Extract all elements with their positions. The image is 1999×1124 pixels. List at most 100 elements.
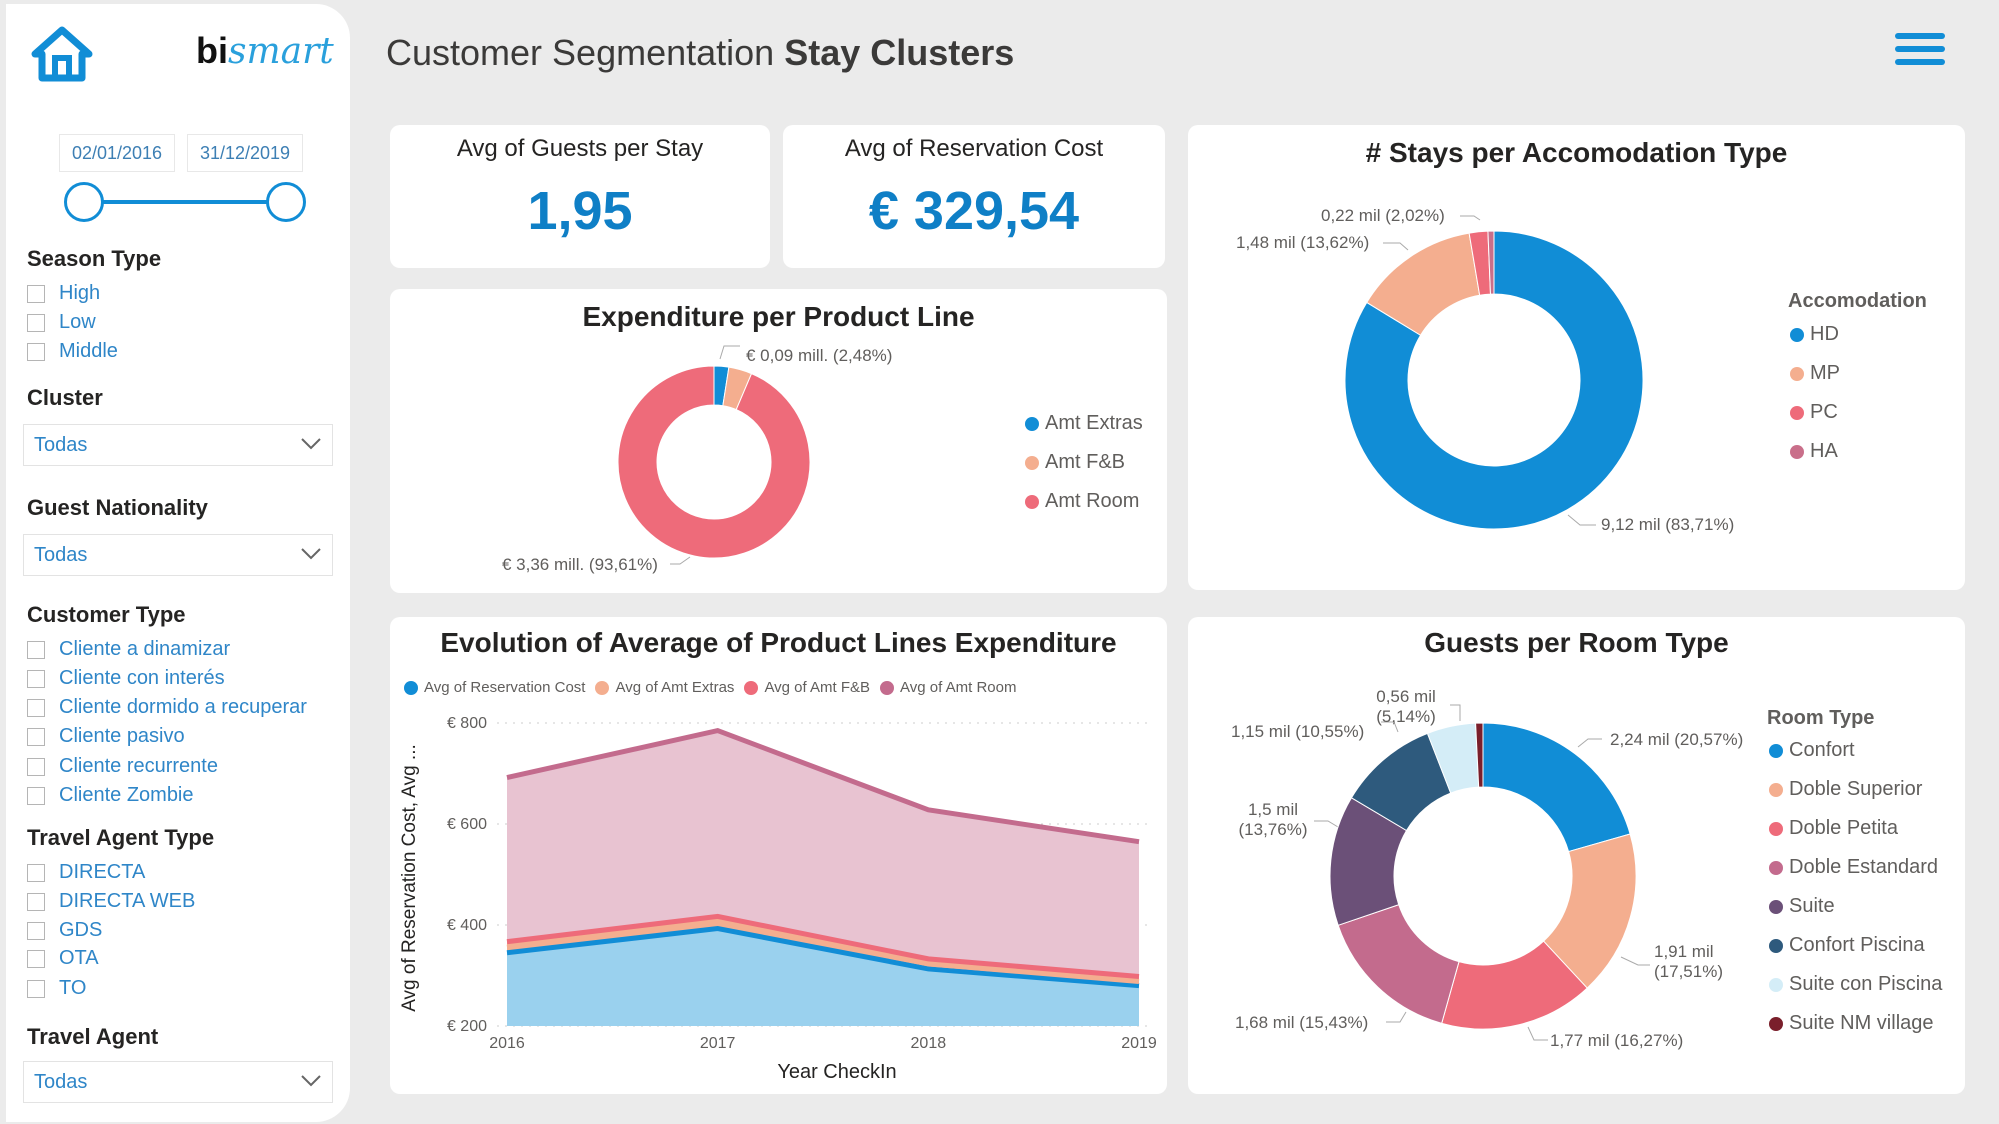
- checkbox-label: GDS: [59, 919, 103, 941]
- checkbox-cliente-recurrente[interactable]: Cliente recurrente: [27, 755, 218, 778]
- home-icon[interactable]: [31, 26, 93, 82]
- x-axis-title: Year CheckIn: [777, 1061, 897, 1083]
- data-label: 1,15 mil (10,55%): [1231, 722, 1365, 741]
- checkbox-cliente-zombie[interactable]: Cliente Zombie: [27, 784, 194, 807]
- donut-slice-suite-nm-village[interactable]: [1475, 722, 1484, 788]
- checkbox-box[interactable]: [27, 284, 45, 303]
- bismart-logo: bismart: [196, 30, 334, 72]
- checkbox-label: DIRECTA WEB: [59, 890, 196, 912]
- donut-slice-confort[interactable]: [1482, 722, 1631, 853]
- checkbox-cliente-a-dinamizar[interactable]: Cliente a dinamizar: [27, 638, 230, 661]
- donut-slice-amt-room[interactable]: [617, 365, 811, 559]
- checkbox-box[interactable]: [27, 979, 45, 998]
- y-tick-label: € 400: [447, 917, 487, 934]
- legend-dot: [1769, 938, 1783, 953]
- date-slider-end-handle[interactable]: [266, 182, 306, 222]
- end-date-input[interactable]: 31/12/2019: [187, 134, 303, 172]
- line-avg-of-amt-room[interactable]: [506, 727, 1140, 845]
- donut-slice-hd[interactable]: [1344, 230, 1644, 530]
- chart-title: Evolution of Average of Product Lines Ex…: [440, 627, 1117, 658]
- checkbox-ota[interactable]: OTA: [27, 947, 99, 970]
- legend-item[interactable]: Amt Extras: [1025, 412, 1143, 435]
- checkbox-to[interactable]: TO: [27, 977, 86, 1000]
- legend-item[interactable]: Amt Room: [1025, 490, 1143, 513]
- chevron-down-icon: [301, 548, 321, 560]
- checkbox-box[interactable]: [27, 757, 45, 776]
- legend-item[interactable]: HD: [1790, 323, 1840, 346]
- checkbox-box[interactable]: [27, 698, 45, 717]
- checkbox-cliente-dormido-a-recuperar[interactable]: Cliente dormido a recuperar: [27, 696, 307, 719]
- checkbox-directa[interactable]: DIRECTA: [27, 861, 145, 884]
- start-date-input[interactable]: 02/01/2016: [59, 134, 175, 172]
- guest-nationality-value: Todas: [34, 543, 88, 566]
- checkbox-directa-web[interactable]: DIRECTA WEB: [27, 890, 195, 913]
- checkbox-box[interactable]: [27, 863, 45, 882]
- legend-item[interactable]: Doble Estandard: [1769, 856, 1942, 879]
- guests-chart-card: Guests per Room Type 2,24 mil (20,57%) 1…: [1188, 617, 1965, 1094]
- date-slider-start-handle[interactable]: [64, 182, 104, 222]
- kpi-label: Avg of Reservation Cost: [844, 135, 1104, 162]
- cluster-dropdown[interactable]: Todas: [23, 424, 333, 466]
- checkbox-label: Cliente a dinamizar: [59, 638, 231, 660]
- kpi-card-guests: Avg of Guests per Stay 1,95: [390, 125, 770, 268]
- data-label: € 0,09 mill. (2,48%): [746, 346, 893, 365]
- checkbox-high[interactable]: High: [27, 282, 100, 305]
- area-avg-of-reservation-cost: [507, 928, 1139, 1026]
- line-avg-of-reservation-cost[interactable]: [506, 926, 1140, 989]
- legend-item[interactable]: Suite con Piscina: [1769, 973, 1942, 996]
- x-tick-label: 2018: [911, 1035, 947, 1052]
- checkbox-box[interactable]: [27, 892, 45, 911]
- donut-slice-ha[interactable]: [1487, 230, 1495, 295]
- guests-donut: [1314, 704, 1650, 1041]
- checkbox-box[interactable]: [27, 921, 45, 940]
- legend-item[interactable]: Doble Petita: [1769, 817, 1942, 840]
- expenditure-chart-card: Expenditure per Product Line € 0,09 mill…: [390, 289, 1167, 593]
- legend-dot: [1025, 494, 1039, 509]
- checkbox-middle[interactable]: Middle: [27, 340, 118, 363]
- legend-label: Amt F&B: [1045, 451, 1126, 473]
- legend-item[interactable]: PC: [1790, 401, 1840, 424]
- checkbox-box[interactable]: [27, 669, 45, 688]
- legend-dot: [1025, 416, 1039, 431]
- checkbox-box[interactable]: [27, 342, 45, 361]
- legend-item[interactable]: Avg of Amt F&B: [744, 679, 870, 696]
- legend-item[interactable]: Avg of Reservation Cost: [404, 679, 585, 696]
- legend-dot: [1790, 366, 1804, 381]
- legend-dot: [1790, 405, 1804, 420]
- legend-item[interactable]: Amt F&B: [1025, 451, 1143, 474]
- checkbox-box[interactable]: [27, 313, 45, 332]
- legend-dot: [595, 680, 610, 695]
- checkbox-box[interactable]: [27, 727, 45, 746]
- checkbox-box[interactable]: [27, 786, 45, 805]
- legend-item[interactable]: MP: [1790, 362, 1840, 385]
- data-label: € 3,36 mill. (93,61%): [502, 555, 658, 574]
- legend-item[interactable]: Suite NM village: [1769, 1012, 1942, 1035]
- checkbox-low[interactable]: Low: [27, 311, 96, 334]
- legend-item[interactable]: Suite: [1769, 895, 1942, 918]
- legend-label: Amt Extras: [1045, 412, 1143, 434]
- checkbox-gds[interactable]: GDS: [27, 919, 102, 942]
- legend-item[interactable]: Avg of Amt Room: [880, 679, 1017, 696]
- travel-agent-dropdown[interactable]: Todas: [23, 1061, 333, 1103]
- x-tick-label: 2019: [1121, 1035, 1157, 1052]
- legend-dot: [1769, 977, 1783, 992]
- line-avg-of-amt-f-b[interactable]: [506, 913, 1140, 980]
- hamburger-icon[interactable]: [1895, 33, 1945, 71]
- checkbox-cliente-pasivo[interactable]: Cliente pasivo: [27, 725, 185, 748]
- legend-label: Suite NM village: [1789, 1012, 1934, 1034]
- line-avg-of-amt-extras[interactable]: [506, 919, 1140, 985]
- legend-item[interactable]: Confort: [1769, 739, 1942, 762]
- kpi-value: 1,95: [527, 181, 633, 241]
- legend-item[interactable]: HA: [1790, 440, 1840, 463]
- legend-item[interactable]: Confort Piscina: [1769, 934, 1942, 957]
- checkbox-box[interactable]: [27, 949, 45, 968]
- legend-label: Avg of Amt Extras: [615, 679, 735, 696]
- title-bold: Stay Clusters: [784, 32, 1015, 73]
- guest-nationality-dropdown[interactable]: Todas: [23, 534, 333, 576]
- legend-item[interactable]: Avg of Amt Extras: [595, 679, 734, 696]
- checkbox-label: OTA: [59, 947, 99, 969]
- checkbox-cliente-con-inter-s[interactable]: Cliente con interés: [27, 667, 225, 690]
- donut-slice-doble-estandard[interactable]: [1337, 904, 1460, 1024]
- legend-item[interactable]: Doble Superior: [1769, 778, 1942, 801]
- checkbox-box[interactable]: [27, 640, 45, 659]
